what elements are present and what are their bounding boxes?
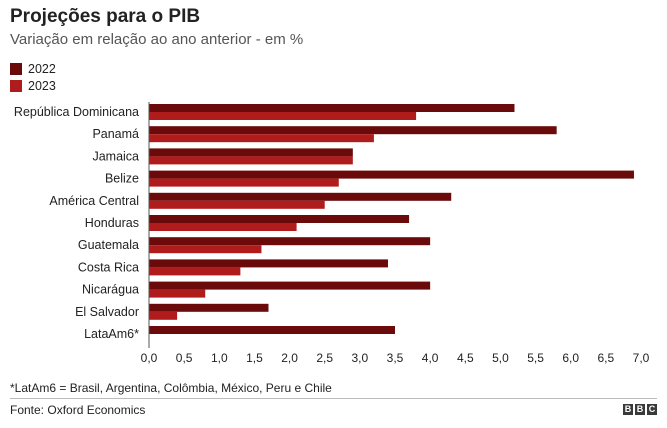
- bar-2023-jamaica: [149, 156, 353, 165]
- x-tick-label: 5,5: [527, 351, 544, 365]
- bar-2023-el-salvador: [149, 311, 178, 320]
- x-tick-label: 6,0: [562, 351, 579, 365]
- category-label-republica-dominicana: República Dominicana: [14, 105, 139, 119]
- x-tick-label: 0,5: [176, 351, 193, 365]
- legend-label-2023: 2023: [28, 78, 56, 93]
- category-label-honduras: Honduras: [85, 216, 139, 230]
- bbc-logo: B B C: [623, 404, 657, 415]
- bar-2023-guatemala: [149, 245, 262, 254]
- x-tick-label: 3,0: [352, 351, 369, 365]
- category-label-guatemala: Guatemala: [78, 238, 139, 252]
- x-tick-label: 2,0: [281, 351, 298, 365]
- legend-item-2023: 2023: [10, 77, 56, 94]
- legend-swatch-2022: [10, 62, 22, 75]
- bar-2023-costa-rica: [149, 267, 241, 276]
- bbc-logo-letter: B: [623, 404, 633, 415]
- x-tick-label: 1,0: [211, 351, 228, 365]
- bar-2023-honduras: [149, 223, 297, 231]
- bar-2022-nicaragua: [149, 281, 431, 290]
- bar-2023-america-central: [149, 200, 325, 209]
- x-tick-label: 4,5: [457, 351, 474, 365]
- bar-2022-america-central: [149, 192, 452, 201]
- bar-2022-lataam6: [149, 326, 395, 334]
- bar-2023-panama: [149, 134, 374, 143]
- bar-2022-panama: [149, 126, 557, 135]
- source: Fonte: Oxford Economics: [10, 403, 146, 417]
- chart-title: Projeções para o PIB: [10, 6, 201, 27]
- bar-2022-belize: [149, 170, 634, 179]
- legend-swatch-2023: [10, 79, 22, 92]
- bar-2022-guatemala: [149, 237, 431, 246]
- category-label-nicaragua: Nicarágua: [82, 283, 139, 297]
- x-tick-label: 6,5: [598, 351, 615, 365]
- x-tick-label: 1,5: [246, 351, 263, 365]
- divider: [10, 398, 657, 399]
- category-label-panama: Panamá: [92, 127, 139, 141]
- legend: 2022 2023: [10, 60, 56, 94]
- x-tick-label: 7,0: [633, 351, 650, 365]
- bar-2023-nicaragua: [149, 289, 206, 298]
- x-tick-label: 4,0: [422, 351, 439, 365]
- footnote: *LatAm6 = Brasil, Argentina, Colômbia, M…: [10, 381, 332, 395]
- bar-2022-el-salvador: [149, 303, 269, 312]
- bar-chart: República Dominicana Panamá Jamaica Belize A…: [14, 102, 650, 365]
- x-tick-label: 2,5: [316, 351, 333, 365]
- bbc-logo-letter: B: [635, 404, 645, 415]
- bar-2022-honduras: [149, 215, 410, 223]
- category-label-el-salvador: El Salvador: [75, 305, 139, 319]
- x-tick-label: 3,5: [387, 351, 404, 365]
- legend-label-2022: 2022: [28, 61, 56, 76]
- category-label-lataam6: LataAm6*: [84, 327, 139, 341]
- chart-subtitle: Variação em relação ao ano anterior - em…: [10, 31, 304, 48]
- x-tick-label: 0,0: [141, 351, 158, 365]
- bar-2023-republica-dominicana: [149, 112, 417, 120]
- bar-2022-jamaica: [149, 148, 353, 157]
- x-tick-label: 5,0: [492, 351, 509, 365]
- bar-2023-belize: [149, 178, 339, 187]
- bar-2022-republica-dominicana: [149, 104, 515, 112]
- category-label-costa-rica: Costa Rica: [78, 260, 139, 274]
- category-label-jamaica: Jamaica: [92, 149, 139, 163]
- bar-2022-costa-rica: [149, 259, 388, 268]
- bbc-logo-letter: C: [647, 404, 657, 415]
- legend-item-2022: 2022: [10, 60, 56, 77]
- category-label-belize: Belize: [105, 172, 139, 186]
- category-label-america-central: América Central: [49, 194, 139, 208]
